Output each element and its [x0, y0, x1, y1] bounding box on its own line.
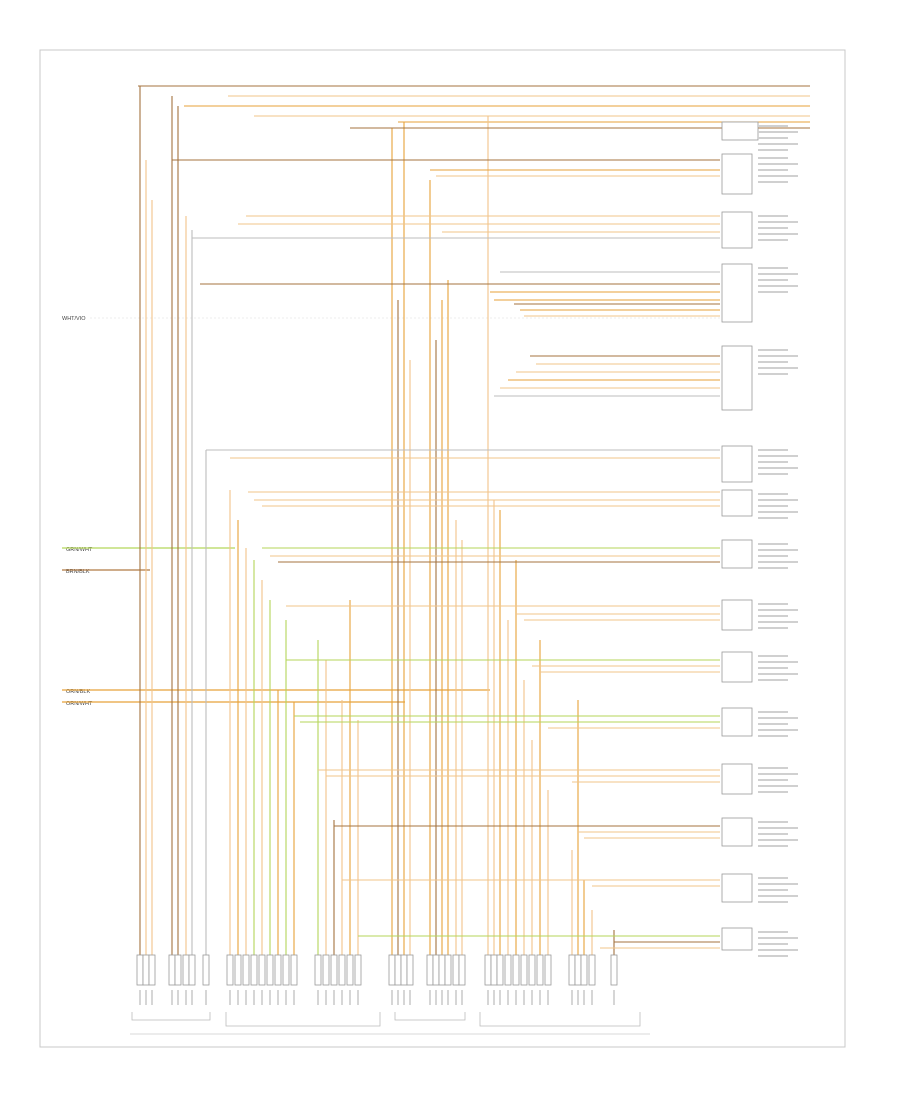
connector-pin-housing	[536, 954, 544, 986]
connector-pin-housing	[394, 954, 402, 986]
connector-pin-housing	[504, 954, 512, 986]
left-ref-brn-label: BRN/BLK	[66, 569, 90, 575]
module-box-10	[721, 651, 753, 683]
connector-pin-housing	[136, 954, 144, 986]
module-box-6	[721, 445, 753, 483]
connector-pin-housing	[258, 954, 266, 986]
connector-bracket-a	[131, 1012, 211, 1021]
connector-pin-housing	[452, 954, 460, 986]
connector-pin-housing	[202, 954, 210, 986]
connector-pin-housing	[346, 954, 354, 986]
module-box-2	[721, 153, 753, 195]
module-box-4	[721, 263, 753, 323]
connector-pin-housing	[388, 954, 396, 986]
connector-pin-housing	[266, 954, 274, 986]
module-box-9	[721, 599, 753, 631]
connector-group	[136, 954, 618, 1005]
connector-pin-housing	[444, 954, 452, 986]
connector-pin-housing	[432, 954, 440, 986]
connector-pin-housing	[426, 954, 434, 986]
module-group	[721, 121, 798, 957]
module-box-13	[721, 817, 753, 847]
module-box-8	[721, 539, 753, 569]
connector-pin-housing	[490, 954, 498, 986]
connector-pin-housing	[250, 954, 258, 986]
connector-pin-housing	[400, 954, 408, 986]
connector-pin-housing	[234, 954, 242, 986]
module-box-1	[721, 121, 759, 141]
connector-pin-housing	[568, 954, 576, 986]
connector-pin-housing	[354, 954, 362, 986]
connector-bracket-d	[479, 1012, 641, 1027]
connector-pin-housing	[322, 954, 330, 986]
connector-pin-housing	[142, 954, 150, 986]
connector-pin-housing	[512, 954, 520, 986]
module-box-14	[721, 873, 753, 903]
connector-pin-housing	[580, 954, 588, 986]
connector-pin-housing	[274, 954, 282, 986]
connector-pin-housing	[168, 954, 176, 986]
connector-pin-housing	[330, 954, 338, 986]
connector-pin-housing	[338, 954, 346, 986]
connector-pin-housing	[290, 954, 298, 986]
connector-pin-housing	[438, 954, 446, 986]
connector-pin-housing	[528, 954, 536, 986]
connector-pin-housing	[458, 954, 466, 986]
left-ref-main-label: WHT/VIO	[62, 316, 86, 322]
module-box-5	[721, 345, 753, 411]
connector-pin-housing	[610, 954, 618, 986]
module-box-3	[721, 211, 753, 249]
connector-pin-housing	[574, 954, 582, 986]
module-box-11	[721, 707, 753, 737]
module-box-15	[721, 927, 753, 951]
connector-pin-housing	[282, 954, 290, 986]
left-ref-org2-label: ORN/WHT	[66, 701, 93, 707]
connector-pin-housing	[174, 954, 182, 986]
connector-pin-housing	[520, 954, 528, 986]
connector-pin-housing	[148, 954, 156, 986]
connector-bracket-c	[394, 1012, 466, 1021]
diagram-frame	[39, 49, 846, 1048]
left-ref-grn-label: GRN/WHT	[66, 547, 93, 553]
connector-pin-housing	[588, 954, 596, 986]
connector-pin-housing	[544, 954, 552, 986]
connector-pin-housing	[484, 954, 492, 986]
module-box-12	[721, 763, 753, 795]
wire-group	[138, 85, 810, 960]
connector-bracket-b	[225, 1012, 381, 1027]
connector-pin-housing	[182, 954, 190, 986]
connector-pin-housing	[242, 954, 250, 986]
connector-pin-housing	[406, 954, 414, 986]
connector-pin-housing	[314, 954, 322, 986]
left-ref-org1-label: ORN/BLK	[66, 689, 90, 695]
connector-pin-housing	[226, 954, 234, 986]
module-box-7	[721, 489, 753, 517]
connector-pin-housing	[496, 954, 504, 986]
connector-pin-housing	[188, 954, 196, 986]
